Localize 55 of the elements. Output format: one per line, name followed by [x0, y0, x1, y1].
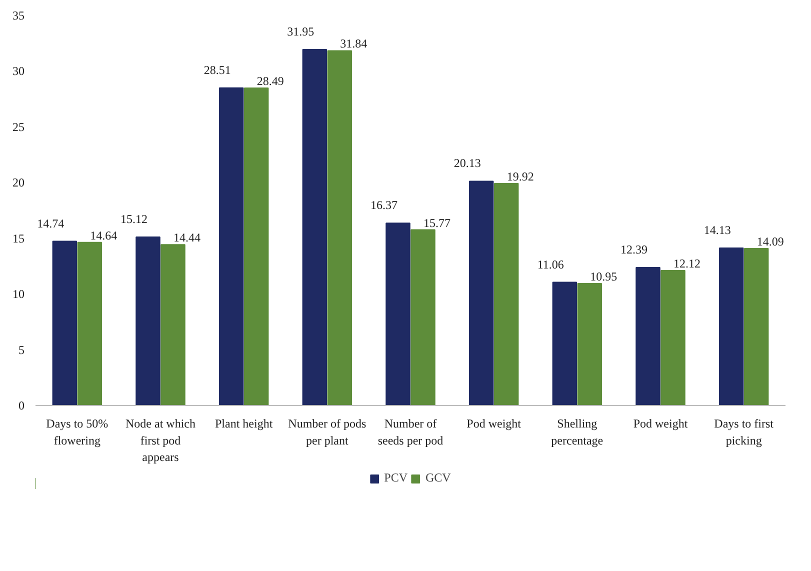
bar	[160, 244, 186, 406]
data-label: 15.12	[120, 212, 148, 226]
data-label: 15.77	[424, 216, 450, 230]
y-tick-label: 5	[18, 342, 24, 357]
data-label: 12.39	[620, 242, 648, 256]
y-tick-label: 15	[12, 231, 24, 246]
x-tick-label: Number of seeds per pod	[378, 416, 444, 448]
y-tick-label: 25	[12, 120, 24, 134]
y-tick-label: 10	[12, 287, 24, 302]
data-label: 12.12	[674, 256, 700, 270]
bar	[52, 240, 78, 406]
data-label: 14.13	[704, 223, 731, 238]
bar	[577, 282, 602, 406]
bar	[77, 242, 102, 406]
legend-label: PCV	[384, 470, 408, 486]
data-label: 14.44	[174, 230, 200, 245]
data-label: 11.06	[537, 257, 564, 272]
data-label: 19.92	[506, 170, 534, 184]
bar	[718, 248, 744, 406]
x-tick-label: Node at which first pod appears	[126, 416, 196, 464]
bar	[136, 236, 160, 406]
legend-label: GCV	[426, 470, 451, 486]
data-label: 28.49	[256, 74, 284, 88]
bar	[494, 183, 519, 406]
bar	[744, 248, 769, 406]
data-label: 31.84	[340, 36, 368, 51]
bar	[468, 180, 494, 406]
bar	[218, 87, 244, 406]
bar	[410, 229, 436, 406]
data-label: 10.95	[590, 269, 618, 284]
x-tick-label: Days to 50% flowering	[46, 416, 108, 448]
bar	[636, 266, 660, 406]
x-tick-label: Plant height	[215, 416, 274, 430]
x-tick-label: Shelling percentage	[551, 416, 604, 448]
y-tick-label: 20	[12, 176, 24, 190]
bar	[244, 88, 269, 406]
data-label: 20.13	[454, 156, 481, 170]
x-tick-label: Pod weight	[466, 416, 522, 430]
bar	[327, 50, 352, 406]
y-tick-label: 0	[18, 398, 24, 412]
data-label: 14.74	[37, 216, 64, 230]
bar	[386, 222, 410, 406]
data-label: 14.09	[756, 234, 784, 248]
data-label: 28.51	[204, 62, 231, 77]
bar	[552, 282, 578, 406]
x-tick-label: Days to first picking	[714, 416, 774, 448]
data-label: 14.64	[90, 228, 118, 242]
y-tick-label: 35	[12, 8, 24, 22]
data-label: 16.37	[370, 198, 398, 212]
x-tick-label: Pod weight	[633, 416, 688, 430]
bar	[302, 48, 328, 406]
bar	[660, 270, 686, 406]
data-label: 31.95	[287, 24, 314, 38]
y-tick-label: 30	[12, 64, 24, 78]
x-tick-label: Number of pods per plant	[288, 416, 366, 448]
